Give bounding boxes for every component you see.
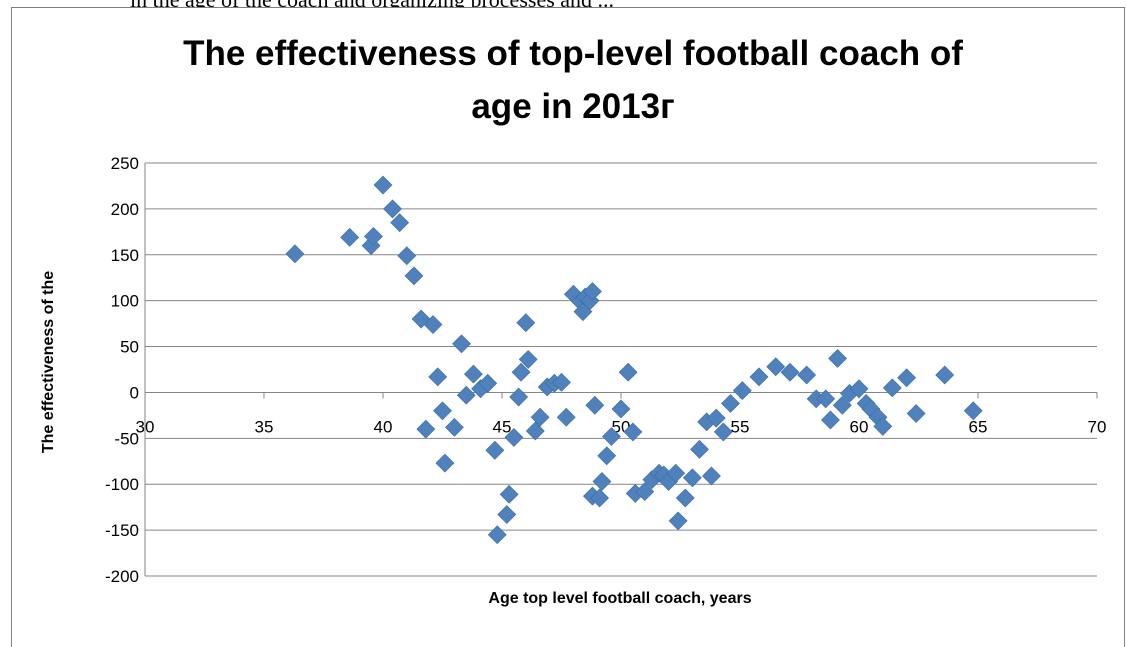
data-point-marker	[511, 362, 531, 382]
data-point-marker	[602, 427, 621, 446]
data-point-marker	[668, 511, 688, 531]
y-tick-label: -100	[105, 475, 139, 494]
x-tick-label: 65	[969, 417, 988, 436]
data-point-marker	[682, 468, 702, 488]
data-point-marker	[485, 440, 505, 460]
y-tick-label: 150	[111, 246, 139, 265]
data-point-marker	[433, 401, 452, 421]
data-point-marker	[935, 365, 955, 385]
data-point-marker	[435, 453, 455, 473]
x-tick-label: 60	[850, 417, 869, 436]
data-point-marker	[897, 368, 917, 388]
x-axis-label: Age top level football coach, years	[488, 590, 751, 607]
y-tick-label: 100	[111, 292, 139, 311]
data-point-marker	[364, 226, 383, 246]
y-tick-label: -200	[105, 567, 139, 586]
data-point-marker	[721, 394, 740, 413]
data-point-marker	[849, 379, 869, 399]
chart-title-line-1: The effectiveness of top-level football …	[183, 34, 963, 73]
data-point-marker	[340, 227, 360, 247]
data-point-marker	[749, 367, 769, 387]
data-point-marker	[497, 505, 517, 524]
data-point-marker	[906, 404, 926, 423]
data-point-marker	[590, 488, 610, 508]
document-top-text: in the age of the coach and organizing p…	[130, 0, 614, 8]
data-point-marker	[732, 381, 752, 401]
y-tick-label: 200	[111, 200, 139, 219]
data-point-marker	[821, 410, 840, 430]
data-point-marker	[428, 367, 448, 387]
data-point-marker	[397, 246, 417, 266]
data-point-marker	[597, 446, 617, 466]
data-points	[285, 175, 983, 545]
data-point-marker	[444, 417, 464, 437]
x-tick-label: 30	[136, 417, 155, 436]
data-point-marker	[816, 389, 836, 409]
data-point-marker	[583, 282, 602, 301]
data-point-marker	[832, 395, 852, 415]
data-point-marker	[456, 385, 476, 405]
data-point-marker	[592, 472, 612, 491]
data-point-marker	[675, 488, 695, 508]
data-point-marker	[585, 395, 605, 415]
data-point-marker	[525, 421, 545, 441]
x-tick-label: 40	[374, 417, 393, 436]
data-point-marker	[713, 422, 733, 442]
axes	[144, 163, 1098, 576]
data-point-marker	[285, 244, 305, 264]
data-point-marker	[373, 175, 393, 195]
data-point-marker	[963, 401, 983, 421]
x-tick-label: 45	[493, 417, 512, 436]
data-point-marker	[499, 484, 519, 504]
data-point-marker	[423, 315, 443, 334]
data-point-marker	[416, 419, 436, 439]
data-point-marker	[766, 357, 786, 377]
data-point-marker	[509, 387, 529, 407]
data-point-marker	[873, 416, 893, 436]
x-tick-label: 70	[1088, 417, 1107, 436]
data-point-marker	[518, 349, 538, 369]
data-point-marker	[780, 362, 800, 382]
data-point-marker	[504, 427, 524, 447]
y-tick-label: 250	[111, 154, 139, 173]
chart-frame	[11, 7, 1125, 647]
y-tick-label: 50	[120, 338, 139, 357]
data-point-marker	[797, 365, 817, 385]
data-point-marker	[552, 372, 571, 392]
data-point-marker	[635, 482, 655, 501]
data-point-marker	[702, 466, 721, 486]
y-tick-label: -50	[114, 429, 139, 448]
data-point-marker	[530, 407, 550, 427]
data-point-marker	[623, 422, 643, 442]
data-point-marker	[487, 525, 507, 545]
y-tick-label: 0	[130, 383, 139, 402]
data-point-marker	[390, 213, 410, 233]
data-point-marker	[618, 362, 638, 382]
data-point-marker	[882, 378, 902, 398]
data-point-marker	[706, 408, 726, 428]
chart-title-line-2: age in 2013г	[471, 87, 674, 126]
data-point-marker	[611, 399, 631, 419]
data-point-marker	[690, 439, 709, 459]
document-text-strip: in the age of the coach and organizing p…	[0, 0, 1126, 8]
data-point-marker	[404, 266, 424, 286]
y-axis-label: The effectiveness of the	[40, 271, 57, 453]
data-point-marker	[452, 334, 471, 354]
data-point-marker	[478, 373, 498, 393]
data-point-marker	[556, 407, 576, 427]
data-point-marker	[666, 463, 686, 483]
data-point-marker	[828, 349, 848, 368]
x-tick-label: 35	[255, 417, 274, 436]
x-tick-label: 55	[731, 417, 750, 436]
data-point-marker	[383, 199, 402, 219]
data-point-marker	[516, 313, 536, 333]
gridlines	[145, 162, 1097, 577]
data-point-marker	[464, 364, 483, 384]
y-tick-label: -150	[105, 521, 139, 540]
